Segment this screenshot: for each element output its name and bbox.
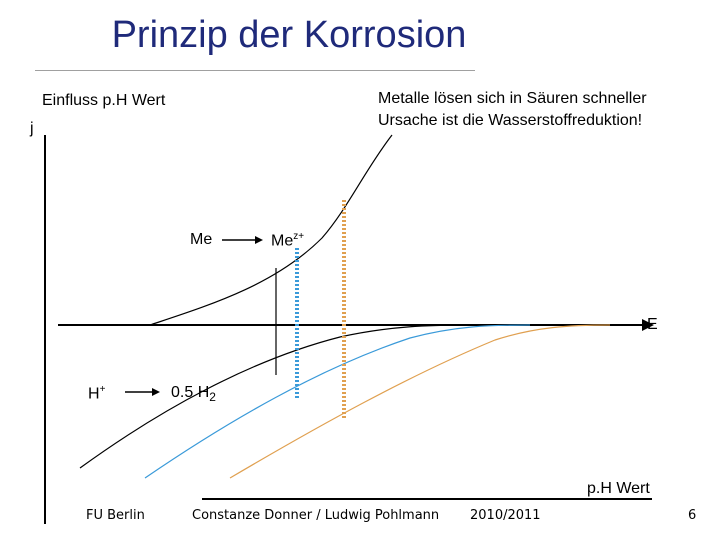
- cathodic-curve-3: [229, 324, 611, 479]
- footer-organization: FU Berlin: [86, 508, 145, 523]
- annotation-line-1: Metalle lösen sich in Säuren schneller: [378, 90, 647, 107]
- anodic-reactant-label: Me: [190, 231, 213, 248]
- slide-title: Prinzip der Korrosion: [111, 14, 467, 56]
- cathodic-product-label: 0.5 H2: [171, 384, 216, 404]
- cathodic-reaction-arrowhead: [152, 388, 160, 396]
- cathodic-product-base: 0.5 H: [171, 384, 210, 401]
- x-axis-label: E: [647, 316, 658, 333]
- cathodic-reactant-label: H+: [88, 384, 105, 403]
- y-axis-label: j: [30, 120, 34, 137]
- annotation-note: Metalle lösen sich in Säuren schneller U…: [378, 88, 647, 132]
- anodic-product-base: Me: [271, 232, 294, 250]
- ph-axis-label: p.H Wert: [587, 480, 650, 497]
- cathodic-reactant-charge: +: [99, 384, 106, 395]
- anodic-reaction-arrowhead: [255, 236, 263, 244]
- cathodic-product-subscript: 2: [209, 390, 216, 405]
- cathodic-curve-1: [79, 324, 471, 469]
- footer-year: 2010/2011: [470, 508, 541, 523]
- footer-authors: Constanze Donner / Ludwig Pohlmann: [192, 508, 440, 523]
- cathodic-curve-2: [144, 324, 531, 479]
- annotation-line-2: Ursache ist die Wasserstoffreduktion!: [378, 112, 643, 129]
- slide-subtitle: Einfluss p.H Wert: [42, 92, 166, 109]
- anodic-curve: [149, 134, 393, 326]
- x-axis-arrowhead: [642, 319, 654, 331]
- anodic-product-charge: z+: [293, 231, 305, 242]
- cathodic-reactant-base: H: [88, 385, 100, 403]
- anodic-product-label: Mez+: [271, 231, 304, 250]
- footer-page-number: 6: [688, 508, 697, 523]
- title-divider: [35, 70, 475, 71]
